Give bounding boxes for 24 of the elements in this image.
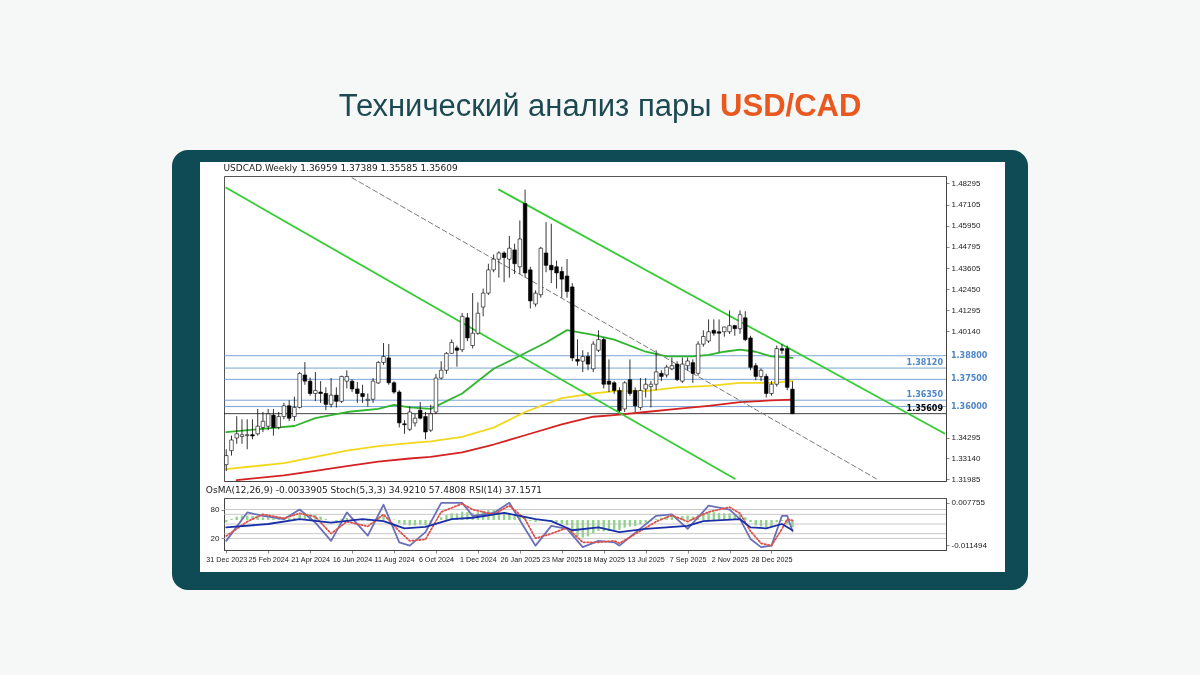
y2-tick-label: 80	[210, 505, 221, 515]
y-tick-label: 1.42450	[951, 284, 981, 294]
y-tick-label: 1.48295	[951, 178, 981, 188]
y-tick-label: 1.44795	[951, 242, 981, 252]
ref-line-label: 1.38120	[906, 358, 944, 368]
y-tick-label: 1.47105	[951, 200, 981, 210]
ref-line-label: 1.36000	[951, 401, 988, 411]
ref-line-label: 1.38800	[951, 350, 988, 360]
y-tick-label: 1.34295	[951, 433, 981, 443]
y-tick-label: 0.007755	[951, 498, 986, 508]
y-tick-label: -0.011494	[951, 540, 988, 550]
y-tick-label: 1.31985	[951, 474, 981, 484]
y-tick-label: 1.43605	[951, 264, 981, 273]
chart-title: OsMA(12,26,9) -0.0033905 Stoch(5,3,3) 34.9210 57.4808 RSI(14) 37.1571	[205, 485, 543, 495]
y-tick-label: 1.40140	[951, 326, 981, 336]
y2-tick-label: 20	[210, 533, 221, 543]
chart-title: Технический анализ пары USD/CAD	[338, 88, 862, 123]
y-tick-label: 1.45950	[951, 221, 981, 231]
chart-subtitle: USDCAD.Weekly 1.36959 1.37389 1.35585 1.35609	[223, 163, 459, 173]
y-tick-label: 1.33140	[951, 453, 981, 463]
ref-line-label: 1.36350	[906, 390, 944, 400]
y-tick-label: 1.41295	[951, 305, 981, 315]
ref-line-label: 1.37500	[951, 374, 988, 384]
ref-line-label: 1.35609	[906, 403, 944, 413]
